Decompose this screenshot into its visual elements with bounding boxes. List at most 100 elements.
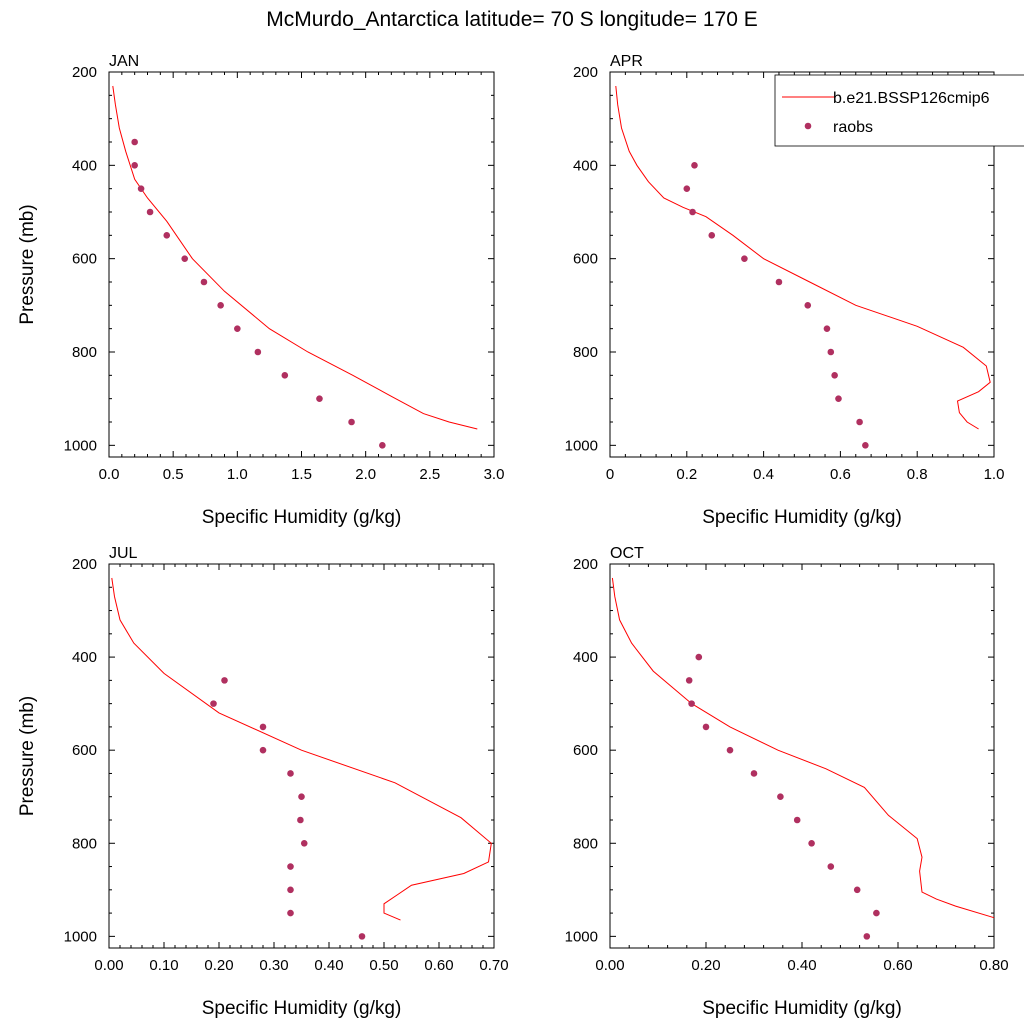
y-tick-label: 800 — [72, 835, 97, 852]
x-tick-label: 0.20 — [204, 957, 233, 974]
x-tick-label: 0.00 — [94, 957, 123, 974]
raobs-point — [683, 185, 691, 192]
x-tick-label: 0.8 — [907, 466, 928, 483]
x-axis-label: Specific Humidity (g/kg) — [702, 507, 902, 528]
raobs-point — [691, 162, 698, 169]
plot-frame — [108, 563, 495, 949]
y-tick-label: 200 — [72, 64, 97, 81]
raobs-point — [217, 302, 224, 309]
raobs-point — [298, 793, 305, 801]
y-tick-label: 1000 — [64, 437, 97, 454]
x-axis-label: Specific Humidity (g/kg) — [202, 998, 402, 1019]
legend-label-model: b.e21.BSSP126cmip6 — [833, 90, 990, 107]
y-tick-label: 600 — [72, 742, 97, 759]
x-tick-label: 1.0 — [984, 466, 1005, 483]
x-tick-label: 0.40 — [787, 957, 816, 974]
y-tick-label: 1000 — [64, 928, 97, 945]
panel-jan: JAN 0.0 0.5 1.0 1.5 2.0 2.5 3.0 200 400 600 800 1000… — [17, 53, 504, 528]
raobs-point — [210, 700, 217, 707]
x-tick-label: 1.0 — [227, 466, 248, 483]
raobs-point — [221, 677, 228, 684]
plot-frame — [609, 71, 995, 458]
y-tick-label: 400 — [573, 157, 598, 174]
panels: JAN 0.0 0.5 1.0 1.5 2.0 2.5 3.0 200 400 600 800 1000… — [17, 53, 1009, 1019]
y-tick-label: 200 — [72, 556, 97, 573]
raobs-point — [741, 255, 748, 262]
raobs-point — [835, 395, 842, 402]
raobs-point — [777, 793, 784, 801]
chart-title: McMurdo_Antarctica latitude= 70 S longit… — [266, 8, 757, 31]
raobs-point — [379, 442, 386, 449]
raobs-point — [234, 325, 241, 332]
x-tick-label: 0.40 — [314, 957, 343, 974]
y-tick-label: 1000 — [565, 928, 598, 945]
legend-label-obs: raobs — [833, 119, 873, 136]
raobs-point — [287, 886, 294, 894]
y-tick-label: 600 — [72, 251, 97, 268]
panel-title: APR — [610, 53, 643, 70]
raobs-point — [685, 677, 693, 684]
x-axis-label: Specific Humidity (g/kg) — [202, 507, 402, 528]
y-tick-label: 800 — [72, 344, 97, 361]
raobs-point — [862, 442, 869, 449]
raobs-point — [775, 278, 783, 286]
raobs-point — [181, 255, 189, 262]
plot-frame — [609, 563, 995, 949]
raobs-point — [163, 232, 171, 239]
y-tick-label: 400 — [72, 157, 97, 174]
y-axis-label: Pressure (mb) — [17, 696, 38, 816]
raobs-point — [793, 816, 801, 824]
raobs-point — [131, 138, 138, 146]
raobs-point — [695, 653, 703, 661]
x-axis-label: Specific Humidity (g/kg) — [702, 998, 902, 1019]
raobs-point — [702, 723, 710, 731]
raobs-point — [827, 863, 835, 870]
panel-oct: OCT 0.00 0.20 0.40 0.60 0.80 200 400 600 800 1000 S… — [565, 545, 1009, 1019]
raobs-point — [750, 770, 758, 777]
raobs-point — [827, 348, 835, 356]
x-tick-label: 0.00 — [595, 957, 624, 974]
raobs-point — [259, 723, 267, 731]
raobs-point — [137, 185, 145, 192]
raobs-point — [287, 863, 294, 870]
raobs-point — [856, 418, 863, 426]
raobs-point — [259, 746, 267, 754]
raobs-point — [823, 325, 831, 332]
raobs-point — [200, 278, 208, 286]
x-tick-label: 0 — [606, 466, 614, 483]
x-tick-label: 0.2 — [676, 466, 697, 483]
legend-box — [774, 74, 1024, 147]
raobs-point — [287, 770, 294, 777]
y-tick-label: 800 — [573, 835, 598, 852]
raobs-point — [863, 933, 871, 940]
x-tick-label: 0.10 — [149, 957, 178, 974]
x-tick-label: 0.70 — [479, 957, 508, 974]
panel-title: JAN — [109, 53, 139, 70]
raobs-point — [281, 372, 289, 379]
x-tick-label: 0.5 — [163, 466, 184, 483]
x-tick-label: 2.0 — [355, 466, 376, 483]
x-tick-label: 0.20 — [691, 957, 720, 974]
x-tick-label: 0.0 — [99, 466, 120, 483]
raobs-point — [348, 418, 355, 426]
model-profile-line — [615, 85, 991, 430]
y-axis-label: Pressure (mb) — [17, 204, 38, 324]
raobs-point — [873, 909, 880, 917]
raobs-point — [708, 232, 716, 239]
legend: b.e21.BSSP126cmip6 raobs — [774, 74, 1024, 147]
raobs-point — [287, 909, 294, 917]
raobs-point — [853, 886, 861, 894]
y-tick-label: 400 — [573, 649, 598, 666]
legend-marker-sample — [804, 122, 812, 130]
raobs-point — [300, 839, 308, 847]
model-profile-line — [611, 577, 995, 919]
x-tick-label: 0.50 — [369, 957, 398, 974]
y-tick-label: 200 — [573, 556, 598, 573]
x-tick-label: 0.80 — [979, 957, 1008, 974]
raobs-point — [146, 208, 154, 216]
raobs-point — [808, 839, 815, 847]
raobs-point — [726, 746, 734, 754]
panel-jul: JUL 0.00 0.10 0.20 0.30 0.40 0.50 0.60 0.70 200 40… — [17, 545, 509, 1019]
y-tick-label: 1000 — [565, 437, 598, 454]
panel-apr: APR 0 0.2 0.4 0.6 0.8 1.0 200 400 600 800 1000 Speci… — [565, 53, 1005, 528]
